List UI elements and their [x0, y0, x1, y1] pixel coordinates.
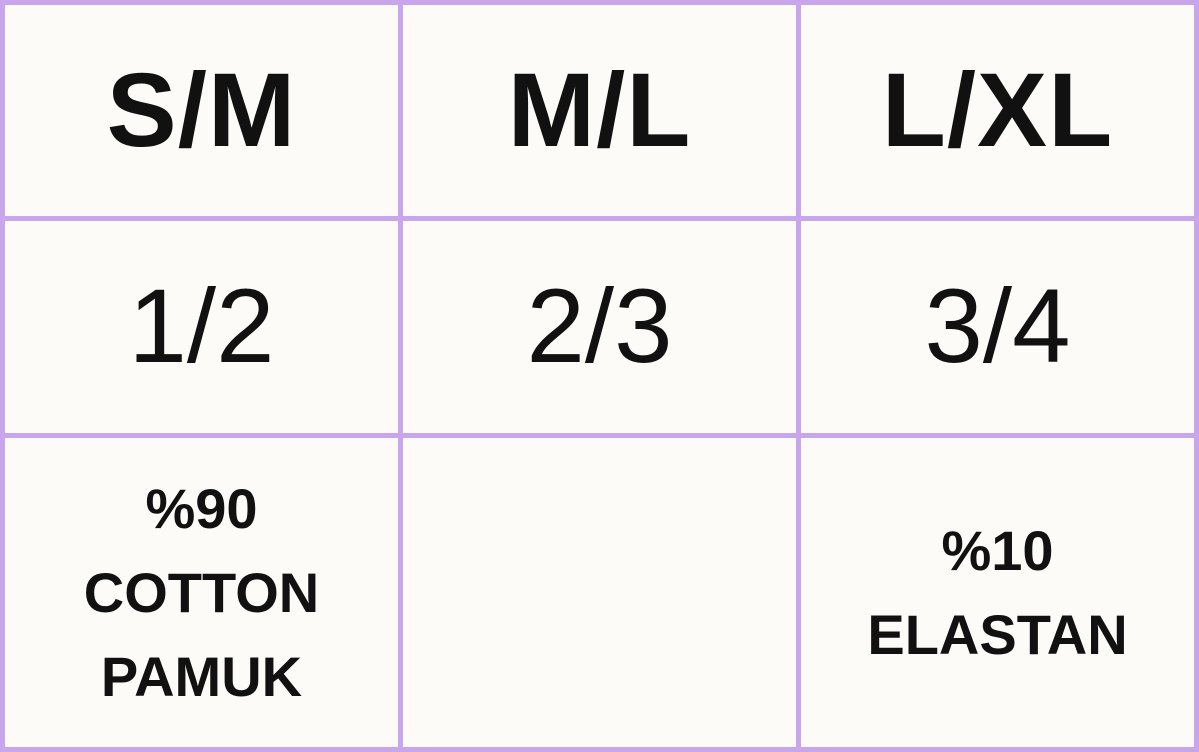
- header-cell-l-xl: L/XL: [801, 5, 1194, 216]
- material-cell-cotton: %90 COTTON PAMUK: [5, 438, 398, 747]
- header-cell-s-m: S/M: [5, 5, 398, 216]
- size-cell-2-3: 2/3: [403, 221, 796, 433]
- material-cell-elastan: %10 ELASTAN: [801, 438, 1194, 747]
- material-cell-empty: [403, 438, 796, 747]
- size-cell-1-2: 1/2: [5, 221, 398, 433]
- size-cell-3-4: 3/4: [801, 221, 1194, 433]
- header-cell-m-l: M/L: [403, 5, 796, 216]
